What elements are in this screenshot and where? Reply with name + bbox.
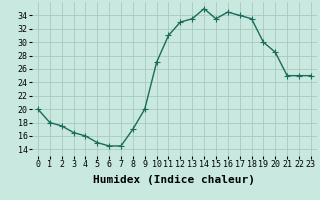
X-axis label: Humidex (Indice chaleur): Humidex (Indice chaleur) [93,175,255,185]
